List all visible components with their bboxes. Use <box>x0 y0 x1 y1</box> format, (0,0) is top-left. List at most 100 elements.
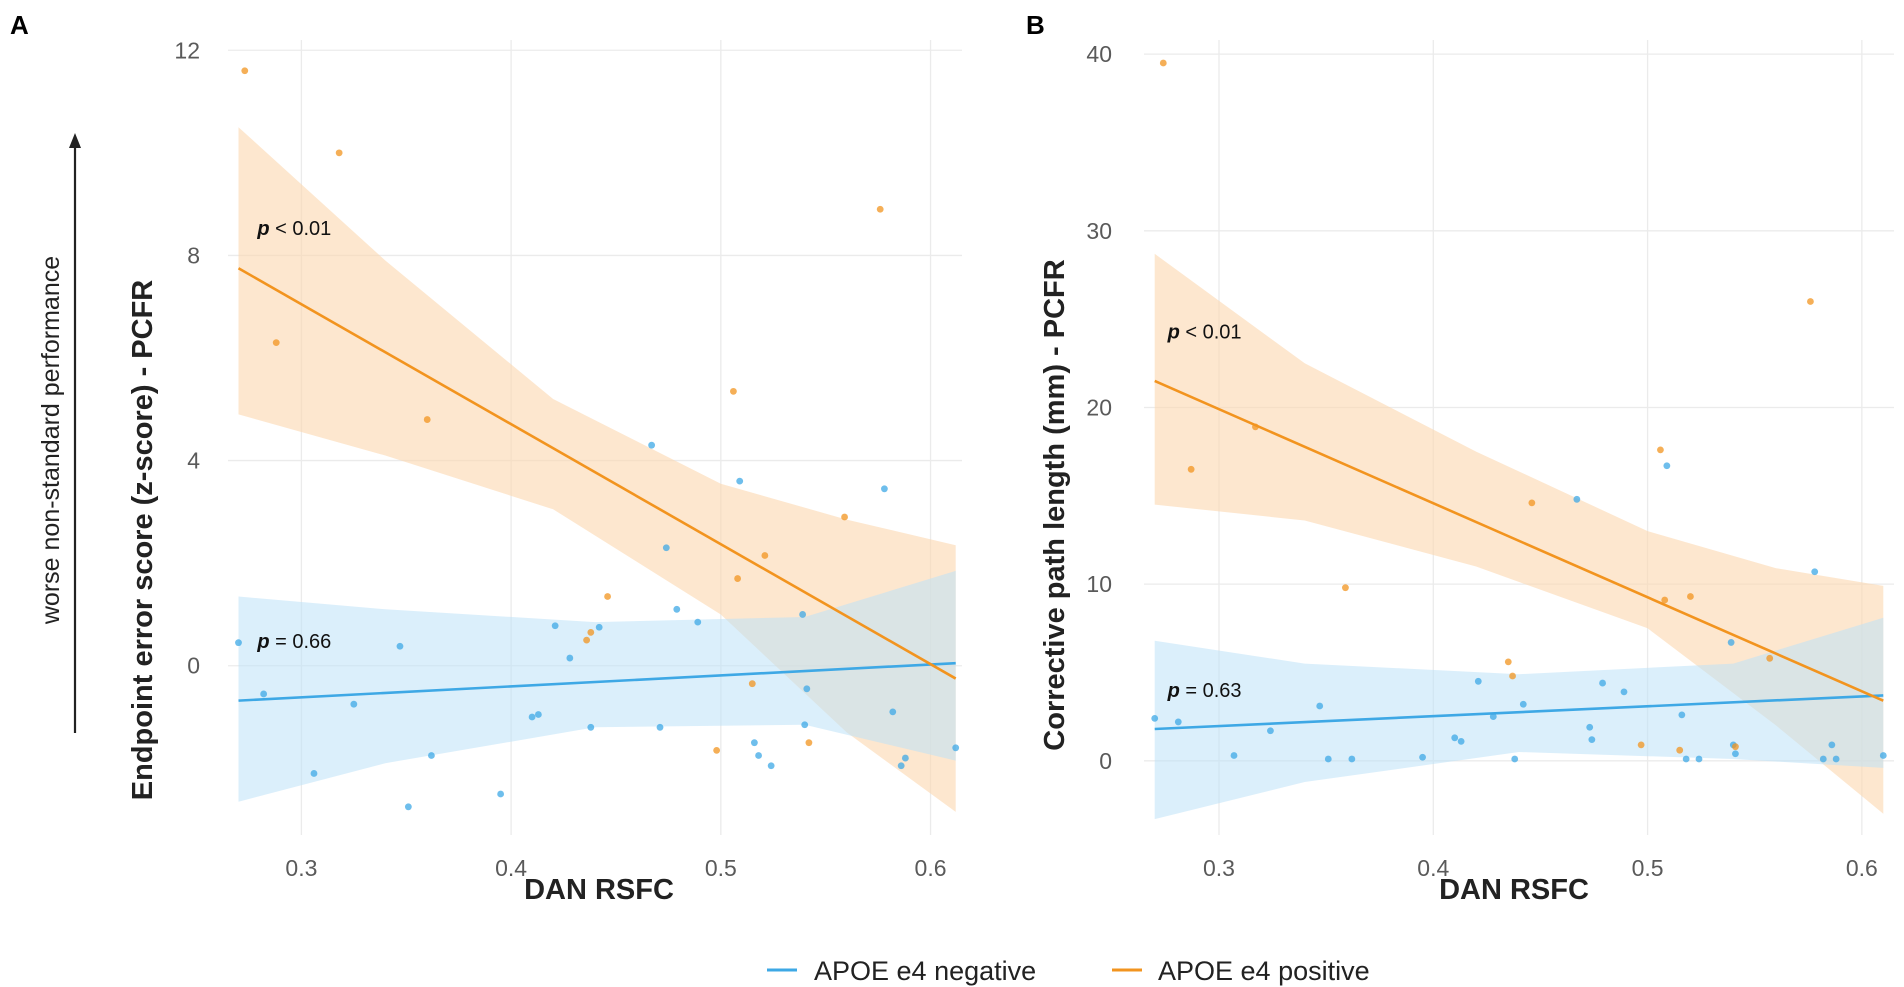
panel-a-point-apoe-e4-positive <box>587 629 595 636</box>
panel-a-point-apoe-e4-negative <box>803 685 811 693</box>
panel-b-y-tick-label: 30 <box>1086 218 1112 244</box>
panel-b-p-value-annotation: p < 0.01 <box>1167 322 1242 344</box>
panel-a-fit-lines <box>237 267 957 702</box>
panel-b-point-apoe-e4-negative <box>1519 700 1527 708</box>
panel-b-y-tick-label: 10 <box>1086 571 1112 597</box>
panel-b-point-apoe-e4-negative <box>1151 715 1159 722</box>
panel-a: A 0.3 0.4 0.5 0.6 0 4 8 12 p < 0.01 p = 0.66 DAN… <box>10 10 962 906</box>
panel-b-x-axis-title: DAN RSFC <box>1439 874 1589 906</box>
panel-a-point-apoe-e4-negative <box>235 639 242 647</box>
panel-b-point-apoe-e4-negative <box>1451 734 1459 742</box>
panel-a-point-apoe-e4-negative <box>648 441 656 449</box>
panel-b-point-apoe-e4-positive <box>1504 658 1512 666</box>
panel-b-tick-labels: 0.3 0.4 0.5 0.6 0 10 20 30 40 <box>1086 41 1877 881</box>
panel-b-point-apoe-e4-negative <box>1819 755 1827 763</box>
panel-a-ci-bands <box>238 127 956 812</box>
panel-b-points <box>1151 59 1887 763</box>
panel-b-point-apoe-e4-negative <box>1811 568 1819 576</box>
panel-b-p-value-annotation: p = 0.63 <box>1167 680 1242 702</box>
panel-b-point-apoe-e4-negative <box>1599 679 1606 687</box>
panel-a-point-apoe-e4-negative <box>551 622 559 630</box>
panel-b-y-tick-label: 0 <box>1099 748 1112 774</box>
panel-b-fit-line-apoe-e4-positive <box>1154 379 1884 702</box>
panel-b-point-apoe-e4-negative <box>1663 462 1671 470</box>
panel-a-point-apoe-e4-positive <box>335 149 343 157</box>
panel-a-point-apoe-e4-negative <box>736 477 744 485</box>
panel-b-point-apoe-e4-negative <box>1586 723 1594 731</box>
panel-b-point-apoe-e4-negative <box>1316 702 1324 710</box>
panel-b-fit-line-apoe-e4-negative <box>1154 694 1884 731</box>
panel-b-point-apoe-e4-positive <box>1187 465 1195 473</box>
panel-a-x-tick-label: 0.6 <box>915 855 947 881</box>
panel-b-point-apoe-e4-positive <box>1661 596 1669 604</box>
panel-b-point-apoe-e4-positive <box>1159 59 1167 67</box>
panel-a-point-apoe-e4-positive <box>841 513 848 521</box>
panel-b-x-tick-label: 0.6 <box>1846 855 1878 881</box>
panel-a-point-apoe-e4-negative <box>587 723 595 731</box>
panel-a-point-apoe-e4-negative <box>260 690 268 698</box>
panel-a-y-axis-title: Endpoint error score (z-score) - PCFR <box>127 280 159 801</box>
panel-b-point-apoe-e4-positive <box>1687 593 1694 600</box>
panel-b-point-apoe-e4-negative <box>1267 727 1274 735</box>
panel-a-point-apoe-e4-negative <box>799 611 807 618</box>
panel-a-point-apoe-e4-negative <box>656 723 664 731</box>
panel-a-x-axis-title: DAN RSFC <box>524 874 674 906</box>
panel-a-p-value-annotation: p = 0.66 <box>256 631 331 653</box>
panel-b-y-tick-label: 40 <box>1086 41 1112 67</box>
panel-b-point-apoe-e4-negative <box>1474 677 1482 685</box>
panel-b-point-apoe-e4-negative <box>1588 736 1596 743</box>
legend: APOE e4 negative APOE e4 positive <box>767 956 1370 986</box>
panel-b-ci-band-apoe-e4-positive <box>1154 253 1884 814</box>
panel-a-point-apoe-e4-positive <box>272 339 280 347</box>
panel-a-y-tick-label: 12 <box>174 37 200 63</box>
panel-b-point-apoe-e4-negative <box>1682 755 1690 763</box>
panel-b-point-apoe-e4-negative <box>1230 752 1238 759</box>
panel-a-point-apoe-e4-negative <box>897 762 905 770</box>
panel-a-fit-line-apoe-e4-positive <box>237 267 957 680</box>
panel-b-y-tick-label: 20 <box>1086 394 1112 420</box>
panel-b-point-apoe-e4-negative <box>1457 737 1465 745</box>
panel-a-point-apoe-e4-negative <box>694 618 702 626</box>
panel-b-x-tick-label: 0.3 <box>1203 855 1235 881</box>
panel-b-point-apoe-e4-negative <box>1727 639 1735 646</box>
panel-a-point-apoe-e4-positive <box>241 67 249 75</box>
panel-b-point-apoe-e4-positive <box>1342 584 1349 592</box>
panel-a-x-tick-label: 0.4 <box>495 855 527 881</box>
panel-b-point-apoe-e4-positive <box>1807 298 1814 305</box>
panel-b-x-tick-label: 0.5 <box>1632 855 1664 881</box>
panel-b-point-apoe-e4-positive <box>1657 446 1664 454</box>
panel-b-point-apoe-e4-negative <box>1732 750 1739 758</box>
panel-a-point-apoe-e4-negative <box>901 754 909 762</box>
panel-b-point-apoe-e4-negative <box>1828 741 1836 749</box>
panel-a-y-tick-label: 4 <box>187 448 200 474</box>
panel-label-b: B <box>1026 10 1045 40</box>
panel-b-point-apoe-e4-negative <box>1678 711 1686 719</box>
panel-b-point-apoe-e4-negative <box>1573 495 1581 503</box>
panel-a-point-apoe-e4-positive <box>761 552 769 559</box>
panel-a-point-apoe-e4-negative <box>750 739 758 747</box>
panel-b-point-apoe-e4-negative <box>1832 755 1840 763</box>
panel-a-y-tick-label: 8 <box>187 242 200 268</box>
panel-a-tick-labels: 0.3 0.4 0.5 0.6 0 4 8 12 <box>174 37 946 881</box>
panel-b-point-apoe-e4-positive <box>1732 743 1739 751</box>
panel-b-point-apoe-e4-negative <box>1511 755 1519 763</box>
panel-b-point-apoe-e4-negative <box>1879 752 1887 759</box>
panel-b-point-apoe-e4-positive <box>1528 499 1536 507</box>
panel-a-point-apoe-e4-positive <box>583 636 591 644</box>
panel-a-point-apoe-e4-negative <box>881 485 888 493</box>
panel-a-point-apoe-e4-negative <box>404 803 412 811</box>
panel-b-point-apoe-e4-negative <box>1174 718 1182 726</box>
panel-b-point-apoe-e4-negative <box>1419 753 1426 761</box>
panel-a-point-apoe-e4-negative <box>310 770 318 777</box>
panel-a-point-apoe-e4-positive <box>876 205 884 213</box>
panel-a-point-apoe-e4-negative <box>662 544 670 552</box>
panel-a-y-tick-label: 0 <box>187 653 200 679</box>
side-note-label: worse non-standard performance <box>37 256 65 625</box>
panel-a-point-apoe-e4-negative <box>595 623 603 631</box>
panel-b-point-apoe-e4-negative <box>1489 713 1497 721</box>
panel-label-a: A <box>10 10 29 40</box>
panel-b-x-tick-label: 0.4 <box>1417 855 1449 881</box>
panel-a-point-apoe-e4-negative <box>801 721 809 729</box>
panel-b-annotations: p < 0.01 p = 0.63 <box>1167 322 1242 703</box>
